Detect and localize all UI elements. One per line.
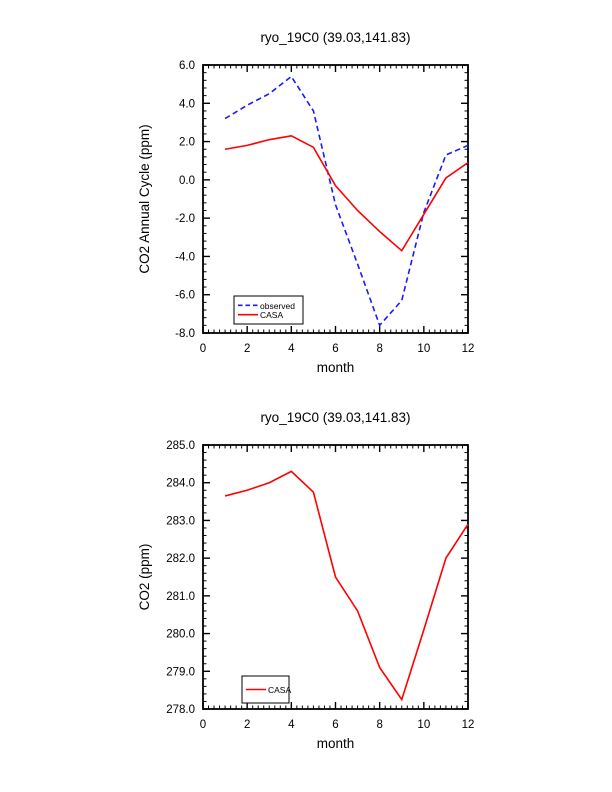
y-tick-label: -8.0 bbox=[175, 328, 195, 340]
y-tick-label: 285.0 bbox=[166, 440, 195, 452]
annual-cycle-chart-canvas: 0 2 4 6 8 10 12 -8.0 -6.0 -4.0 -2.0 0.0 2.0 4.0 6.0 ryo… bbox=[137, 30, 475, 375]
x-tick-label: 0 bbox=[200, 719, 206, 731]
x-tick-label: 8 bbox=[376, 343, 382, 355]
x-axis-title: month bbox=[317, 360, 355, 375]
x-axis-title: month bbox=[317, 736, 355, 751]
y-tick-label: 282.0 bbox=[166, 553, 195, 565]
x-tick-label: 2 bbox=[244, 343, 250, 355]
annual-cycle-chart: 0 2 4 6 8 10 12 -8.0 -6.0 -4.0 -2.0 0.0 2.0 4.0 6.0 ryo… bbox=[137, 30, 475, 375]
co2-concentration-chart: 0 2 4 6 8 10 12 278.0 279.0 280.0 281.0 282.0 283.0 2… bbox=[0, 396, 612, 792]
y-axis-title: CO2 Annual Cycle (ppm) bbox=[137, 124, 152, 273]
legend-label-CASA: CASA bbox=[260, 310, 283, 320]
x-tick-label: 2 bbox=[244, 719, 250, 731]
y-tick-label: 6.0 bbox=[179, 60, 195, 72]
legend-label-observed: observed bbox=[260, 301, 295, 311]
y-tick-label: 278.0 bbox=[166, 704, 195, 716]
legend-box bbox=[233, 295, 304, 325]
y-tick-label: 2.0 bbox=[179, 137, 195, 149]
chart-title: ryo_19C0 (39.03,141.83) bbox=[260, 410, 410, 425]
axis-frame bbox=[202, 64, 469, 334]
x-tick-label: 12 bbox=[462, 343, 475, 355]
x-tick-label: 6 bbox=[332, 343, 338, 355]
x-tick-label: 10 bbox=[417, 343, 430, 355]
x-tick-label: 0 bbox=[200, 343, 206, 355]
x-tick-label: 6 bbox=[332, 719, 338, 731]
y-tick-label: 0.0 bbox=[179, 175, 195, 187]
y-tick-label: -2.0 bbox=[175, 213, 195, 225]
x-tick-label: 8 bbox=[376, 719, 382, 731]
series-CASA-line bbox=[224, 134, 469, 252]
y-tick-label: 283.0 bbox=[166, 515, 195, 527]
chart-title: ryo_19C0 (39.03,141.83) bbox=[260, 30, 410, 45]
x-tick-label: 10 bbox=[417, 719, 430, 731]
series-CASA-line bbox=[224, 470, 469, 702]
y-tick-label: -4.0 bbox=[175, 251, 195, 263]
y-tick-label: -6.0 bbox=[175, 290, 195, 302]
y-axis-title: CO2 (ppm) bbox=[137, 544, 152, 611]
x-tick-label: 4 bbox=[288, 719, 295, 731]
y-tick-label: 279.0 bbox=[166, 666, 195, 678]
y-tick-label: 281.0 bbox=[166, 591, 195, 603]
y-tick-label: 280.0 bbox=[166, 629, 195, 641]
co2-concentration-chart-canvas: 0 2 4 6 8 10 12 278.0 279.0 280.0 281.0 282.0 283.0 2… bbox=[137, 410, 475, 751]
x-tick-label: 4 bbox=[288, 343, 295, 355]
series-observed-line bbox=[224, 75, 469, 327]
y-tick-label: 284.0 bbox=[166, 478, 195, 490]
y-tick-label: 4.0 bbox=[179, 98, 195, 110]
legend-label-CASA: CASA bbox=[268, 685, 291, 695]
x-tick-label: 12 bbox=[462, 719, 475, 731]
